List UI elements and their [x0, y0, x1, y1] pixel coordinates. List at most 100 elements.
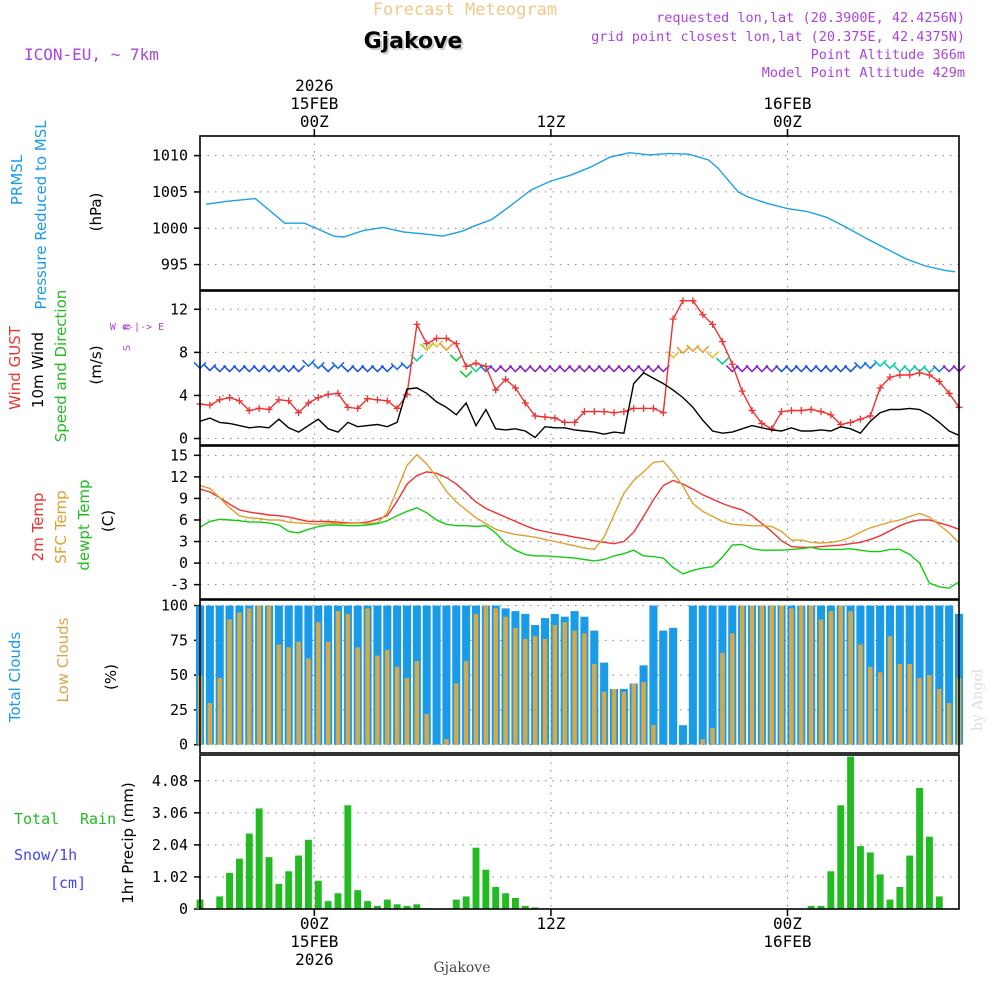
- ytick-label: -3: [170, 576, 188, 594]
- total-cloud-bar: [669, 627, 678, 745]
- gust-marker: [433, 334, 441, 342]
- low-cloud-bar: [375, 655, 380, 745]
- low-cloud-bar: [414, 661, 420, 745]
- wind-direction-arrow: [883, 361, 897, 370]
- wind-direction-arrow: [804, 364, 818, 373]
- ytick-label: 12: [170, 300, 188, 318]
- precip-bar: [373, 905, 381, 909]
- precip-bar: [344, 805, 352, 909]
- precip-bar: [413, 904, 421, 909]
- precip-labels: Total Rain Snow/1h [cm] 1hr Precip (mm): [14, 782, 137, 903]
- gust-marker: [610, 409, 618, 417]
- precip-bar: [295, 855, 303, 909]
- gust-marker: [659, 409, 667, 417]
- wind-direction-arrow: [213, 364, 227, 373]
- low-cloud-bar: [710, 727, 715, 745]
- compass-we: W <-|-> E: [110, 322, 164, 333]
- precip-bar: [502, 893, 510, 909]
- gust-marker: [265, 405, 273, 413]
- low-cloud-bar: [532, 636, 538, 745]
- wind-direction-arrow: [637, 364, 651, 373]
- low-cloud-bar: [611, 689, 617, 745]
- wind-direction-arrow: [568, 364, 582, 373]
- location-title-shadow: Gjakove: [366, 31, 465, 56]
- low-cloud-bar: [463, 661, 469, 745]
- precip-bar: [462, 896, 470, 909]
- precip-bar: [304, 839, 312, 909]
- gust-marker: [728, 360, 736, 368]
- gust-marker: [324, 390, 332, 398]
- ytick-label: 4.08: [152, 772, 188, 790]
- label-sfc-temp: SFC Temp: [52, 490, 70, 563]
- wind-direction-arrow: [528, 364, 542, 373]
- precip-bar: [226, 872, 234, 909]
- wind-direction-arrow: [370, 364, 384, 373]
- low-cloud-bar: [592, 663, 597, 745]
- panel-frame: [199, 599, 960, 754]
- low-cloud-bar: [828, 611, 834, 745]
- gust-marker: [886, 373, 894, 381]
- panel-clouds: 0 25 50 75 100: [161, 597, 964, 754]
- low-cloud-bar: [335, 611, 341, 745]
- top-time-label: 15FEB: [290, 94, 338, 113]
- low-cloud-bar: [739, 605, 745, 745]
- total-cloud-bar: [432, 605, 441, 745]
- low-cloud-bar: [454, 683, 459, 745]
- gust-marker: [709, 320, 717, 328]
- total-cloud-bar: [402, 605, 412, 745]
- low-cloud-bar: [877, 672, 883, 745]
- precip-bar: [876, 874, 884, 909]
- gust-marker: [245, 407, 253, 415]
- low-cloud-bar: [385, 650, 390, 745]
- bottom-time-label: 12Z: [536, 914, 565, 933]
- low-cloud-bar: [217, 677, 222, 745]
- low-cloud-bar: [424, 714, 429, 745]
- wind-direction-arrow: [223, 364, 237, 373]
- wind-direction-arrow: [390, 362, 404, 371]
- wind-direction-arrow: [597, 364, 611, 373]
- precip-bar: [314, 880, 322, 909]
- gust-marker: [679, 297, 687, 305]
- low-cloud-bar: [848, 611, 853, 745]
- wind-direction-arrow: [262, 364, 276, 373]
- low-cloud-bar: [759, 605, 765, 745]
- label-hpa: (hPa): [87, 193, 105, 232]
- label-cm: [cm]: [50, 874, 86, 892]
- gust-marker: [896, 371, 904, 379]
- panel-temperature: -3 0 3 6 9 12 15: [170, 445, 960, 600]
- low-cloud-bar: [917, 677, 922, 745]
- model-name: ICON-EU, ~ 7km: [24, 45, 159, 64]
- wind-direction-arrow: [232, 364, 246, 373]
- gust-marker: [866, 412, 874, 420]
- total-cloud-bar: [698, 605, 707, 745]
- gust-marker: [876, 384, 884, 392]
- low-cloud-bar: [582, 633, 587, 745]
- wind-direction-arrow: [627, 364, 641, 373]
- plot-layer: 99510001005101004812-3036912150255075100…: [152, 76, 966, 969]
- gust-marker: [364, 395, 372, 403]
- label-2m-temp: 2m Temp: [29, 493, 47, 562]
- precip-bar: [511, 898, 519, 909]
- precip-bar: [285, 871, 293, 909]
- precip-bar: [255, 808, 263, 909]
- wind-direction-arrow: [824, 364, 838, 373]
- ytick-label: 3.06: [152, 804, 188, 822]
- panel-frame: [199, 290, 960, 446]
- precip-bar: [216, 896, 224, 909]
- wind-direction-arrow: [469, 364, 483, 373]
- low-cloud-bar: [444, 739, 449, 745]
- ytick-label: 75: [170, 631, 188, 649]
- gust-marker: [295, 409, 303, 417]
- low-cloud-bar: [473, 613, 479, 745]
- panel-frame: [199, 754, 960, 910]
- gust-marker: [442, 334, 450, 342]
- low-cloud-bar: [572, 630, 577, 745]
- gust-marker: [571, 418, 579, 426]
- label-total: Total: [14, 810, 59, 828]
- gust-marker: [393, 404, 401, 412]
- precip-bar: [916, 788, 924, 909]
- low-cloud-bar: [601, 691, 607, 745]
- precip-bar: [245, 833, 253, 909]
- precip-bar: [906, 855, 914, 909]
- bottom-time-label: 00Z: [773, 914, 802, 933]
